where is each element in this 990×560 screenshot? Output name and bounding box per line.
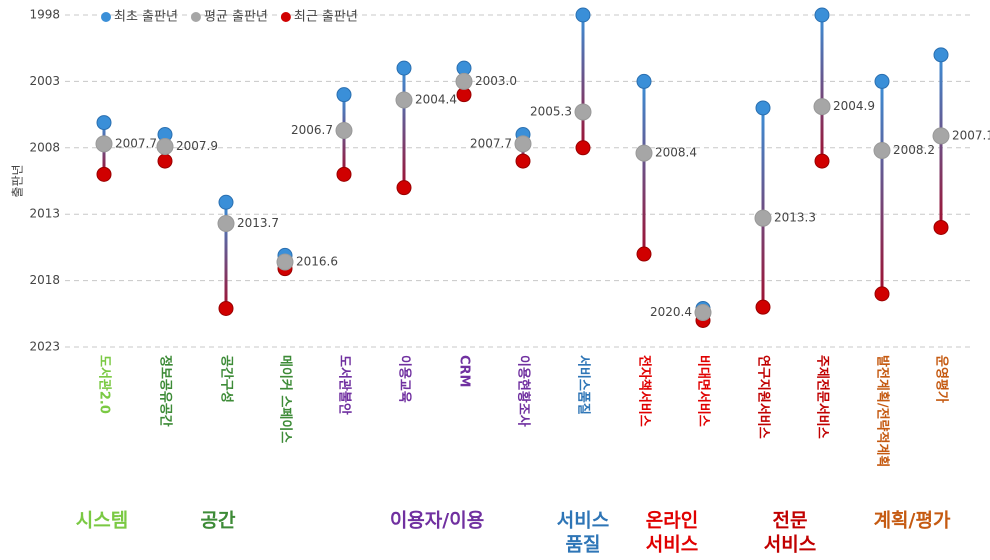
average-dot <box>455 72 473 90</box>
first-dot <box>933 47 949 63</box>
average-dot <box>873 141 891 159</box>
average-label: 2004.4 <box>415 92 457 106</box>
x-tick-label: 이용현황조사 <box>516 355 532 427</box>
average-dot <box>335 122 353 140</box>
x-tick-label: 도서관2.0 <box>97 355 113 414</box>
average-label: 2007.1 <box>952 128 990 142</box>
y-tick-label: 2008 <box>29 140 60 154</box>
average-dot <box>932 127 950 145</box>
group-label: 품질 <box>566 534 601 556</box>
average-dot <box>395 91 413 109</box>
recent-dot <box>814 153 830 169</box>
first-dot <box>874 73 890 89</box>
y-tick-label: 2018 <box>29 273 60 287</box>
average-label: 2007.7 <box>115 136 157 150</box>
x-tick-label: 이용교육 <box>397 355 413 403</box>
first-dot <box>218 194 234 210</box>
recent-dot <box>218 300 234 316</box>
first-dot <box>814 7 830 23</box>
x-tick-label: 운영평가 <box>934 355 950 403</box>
recent-dot <box>396 180 412 196</box>
recent-dot <box>874 286 890 302</box>
recent-dot <box>336 166 352 182</box>
average-dot <box>635 144 653 162</box>
y-tick-label: 2003 <box>29 74 60 88</box>
average-label: 2003.0 <box>475 74 517 88</box>
average-dot <box>694 303 712 321</box>
x-tick-label: 발전계획/전략적계획 <box>875 355 891 467</box>
y-tick-label: 2013 <box>29 207 60 221</box>
average-label: 2004.9 <box>833 99 875 113</box>
legend-marker <box>190 12 201 22</box>
first-dot <box>336 87 352 103</box>
recent-dot <box>755 299 771 315</box>
average-dot <box>276 253 294 271</box>
x-tick-label: 공간구성 <box>219 355 235 403</box>
x-tick-label: 서비스품질 <box>576 355 591 415</box>
first-dot <box>755 100 771 116</box>
average-dot <box>813 98 831 116</box>
group-label: 서비스 <box>557 510 609 532</box>
average-label: 2008.2 <box>893 143 935 157</box>
average-label: 2007.9 <box>176 139 218 153</box>
recent-dot <box>515 153 531 169</box>
x-tick-label: CRM <box>457 355 472 388</box>
group-label: 서비스 <box>646 534 698 556</box>
legend-label: 평균 출판년 <box>204 10 268 25</box>
x-tick-label: 연구지원서비스 <box>756 355 771 439</box>
average-dot <box>95 135 113 153</box>
x-tick-label: 주제전문서비스 <box>815 355 831 439</box>
average-label: 2005.3 <box>530 104 572 118</box>
legend-label: 최근 출판년 <box>294 10 358 25</box>
x-tick-label: 전자책서비스 <box>637 355 653 427</box>
average-label: 2006.7 <box>291 123 333 137</box>
x-tick-label: 비대면서비스 <box>696 355 712 427</box>
average-label: 2013.3 <box>774 211 816 225</box>
legend-marker <box>101 12 111 22</box>
y-tick-label: 1998 <box>29 8 60 22</box>
recent-dot <box>96 166 112 182</box>
group-label: 온라인 <box>646 510 698 532</box>
legend-marker <box>280 12 291 22</box>
average-label: 2007.7 <box>470 136 512 150</box>
group-label: 계획/평가 <box>874 510 951 532</box>
average-dot <box>574 103 592 121</box>
recent-dot <box>157 153 173 169</box>
group-label: 공간 <box>201 510 236 532</box>
average-label: 2016.6 <box>296 255 338 269</box>
average-dot <box>514 135 532 153</box>
x-tick-label: 메이커 스페이스 <box>278 355 294 443</box>
group-label: 이용자/이용 <box>390 510 484 532</box>
y-axis-label: 출판년 <box>11 164 25 197</box>
x-tick-label: 도서관불안 <box>337 355 353 415</box>
recent-dot <box>636 246 652 262</box>
group-label: 서비스 <box>764 534 816 556</box>
first-dot <box>96 115 112 131</box>
first-dot <box>396 60 412 76</box>
average-label: 2008.4 <box>655 146 697 160</box>
y-tick-label: 2023 <box>29 340 60 354</box>
first-dot <box>636 73 652 89</box>
group-label: 시스템 <box>76 510 128 532</box>
average-label: 2020.4 <box>650 305 692 319</box>
x-tick-label: 정보공유공간 <box>158 355 174 427</box>
average-dot <box>754 209 772 227</box>
recent-dot <box>575 140 591 156</box>
average-dot <box>217 214 235 232</box>
recent-dot <box>933 219 949 235</box>
average-label: 2013.7 <box>237 216 279 230</box>
legend-label: 최초 출판년 <box>114 10 178 25</box>
first-dot <box>575 7 591 23</box>
average-dot <box>156 137 174 155</box>
group-label: 전문 <box>773 510 808 532</box>
